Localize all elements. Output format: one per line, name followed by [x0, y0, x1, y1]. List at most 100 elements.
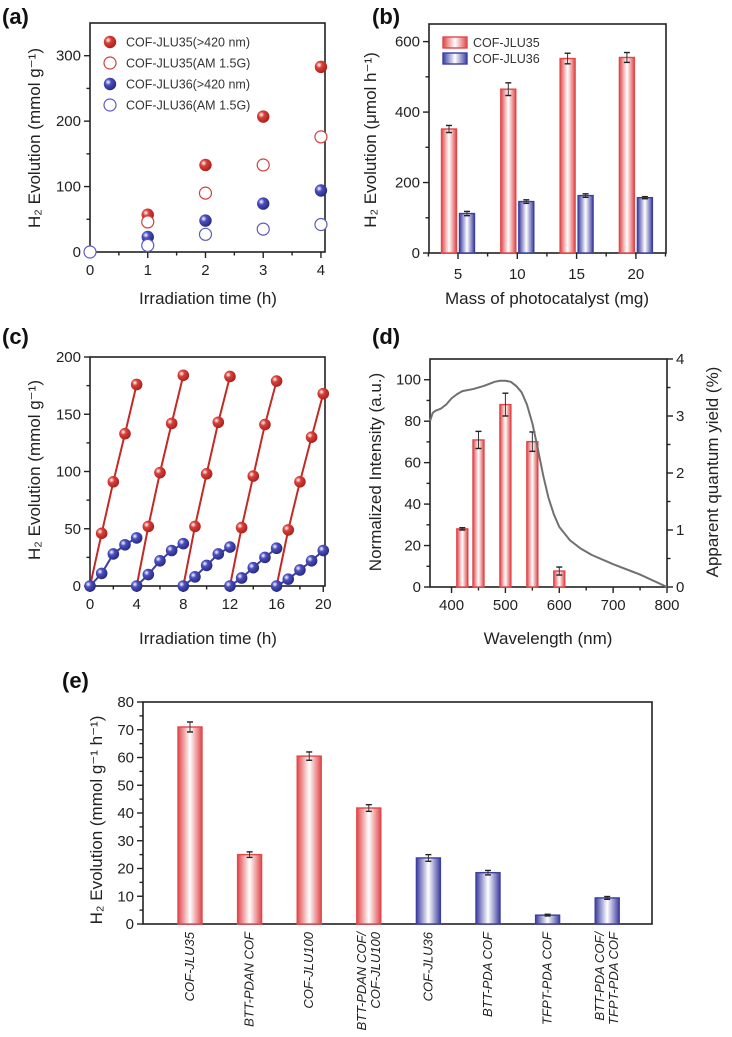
bar	[518, 200, 535, 254]
category-label: BTT-PDAN COF	[242, 931, 257, 1027]
x-tick-label: 700	[601, 597, 626, 614]
y-tick-label: 200	[395, 175, 420, 192]
x-axis-title: Irradiation time (h)	[139, 289, 277, 308]
y-axis-title: H₂ Evolution (μmol h⁻¹)	[361, 52, 380, 228]
category-label: COF-JLU100	[301, 931, 316, 1008]
data-point	[235, 521, 248, 534]
x-tick-label: 4	[132, 596, 140, 613]
x-tick-label: 16	[268, 596, 285, 613]
data-point	[259, 418, 271, 431]
data-point	[270, 375, 283, 387]
category-label: COF-JLU36	[420, 931, 435, 1001]
category-label: COF-JLU100	[368, 931, 383, 1008]
data-point	[95, 527, 108, 540]
data-point	[314, 130, 328, 144]
cycle-line	[135, 375, 185, 587]
bar	[618, 56, 636, 254]
data-point	[314, 184, 328, 197]
x-tick-label: 8	[179, 596, 187, 613]
data-point	[256, 158, 270, 172]
x-tick-label: 400	[439, 597, 464, 614]
x-tick-label: 600	[547, 597, 572, 614]
data-point	[259, 551, 271, 564]
legend-label: COF-JLU36(AM 1.5G)	[126, 99, 250, 113]
panel-label: (b)	[372, 4, 400, 29]
legend-label: COF-JLU35(AM 1.5G)	[126, 57, 250, 71]
legend-marker	[103, 56, 117, 70]
data-point	[107, 548, 120, 560]
data-point	[119, 427, 131, 440]
data-point	[247, 470, 260, 482]
data-point	[200, 467, 213, 480]
data-point	[270, 542, 283, 555]
y-axis-title: Normalized Intensity (a.u.)	[366, 373, 385, 571]
data-point	[130, 378, 143, 391]
x-tick-label: 20	[628, 266, 645, 283]
data-point	[177, 537, 190, 550]
data-point	[317, 544, 330, 557]
data-point	[198, 186, 213, 200]
bar	[356, 807, 382, 925]
x-axis-title: Irradiation time (h)	[139, 629, 277, 648]
data-point	[256, 222, 270, 236]
y-tick-label: 0	[73, 578, 81, 595]
data-point	[130, 532, 143, 544]
bar	[440, 128, 458, 254]
data-point	[199, 158, 212, 172]
bar	[577, 194, 594, 254]
category-label: TFPT-PDA COF	[540, 931, 555, 1025]
data-point	[257, 110, 270, 123]
y-right-tick-label: 3	[676, 408, 684, 425]
data-point	[200, 559, 213, 572]
aqy-bar	[499, 403, 512, 588]
data-point	[282, 524, 295, 536]
y-tick-label: 40	[404, 496, 421, 513]
bar	[636, 196, 654, 254]
data-point	[177, 580, 190, 592]
panel-label: (a)	[2, 4, 29, 29]
data-point	[224, 370, 236, 383]
y-tick-label: 20	[117, 861, 134, 878]
data-point	[95, 567, 108, 580]
y-right-tick-label: 2	[676, 465, 684, 482]
y-right-tick-label: 4	[676, 351, 684, 368]
bar	[458, 212, 476, 254]
data-point	[177, 369, 190, 382]
data-point	[189, 520, 201, 533]
x-tick-label: 0	[86, 262, 94, 279]
data-point	[141, 215, 155, 229]
legend-label: COF-JLU36	[473, 52, 540, 66]
data-point	[270, 580, 283, 592]
x-tick-label: 500	[493, 597, 518, 614]
bar	[559, 57, 576, 254]
data-point	[212, 416, 225, 429]
x-tick-label: 4	[317, 262, 325, 279]
data-point	[305, 431, 318, 443]
x-tick-label: 800	[654, 597, 679, 614]
data-point	[317, 387, 330, 400]
y-right-tick-label: 1	[676, 522, 684, 539]
bar	[500, 88, 517, 254]
data-point	[119, 538, 131, 551]
aqy-bar	[526, 440, 539, 588]
y-axis-title: H₂ Evolution (mmol g⁻¹ h⁻¹)	[87, 716, 106, 925]
y-right-tick-label: 0	[676, 579, 684, 596]
x-tick-label: 15	[568, 266, 585, 283]
y-tick-label: 0	[73, 244, 81, 261]
category-label: BTT-PDAN COF/	[354, 931, 369, 1031]
data-point	[294, 476, 306, 488]
data-point	[154, 555, 166, 567]
bar	[296, 755, 322, 925]
y-tick-label: 60	[404, 455, 421, 472]
y-tick-label: 80	[404, 413, 421, 430]
y-tick-label: 70	[117, 722, 134, 739]
y-axis-title: H₂ Evolution (mmol g⁻¹)	[25, 48, 44, 228]
x-tick-label: 0	[86, 596, 94, 613]
absorption-curve	[429, 379, 668, 588]
data-point	[154, 466, 166, 479]
y-tick-label: 20	[404, 538, 421, 555]
legend-label: COF-JLU36(>420 nm)	[126, 78, 250, 92]
x-tick-label: 3	[259, 262, 267, 279]
